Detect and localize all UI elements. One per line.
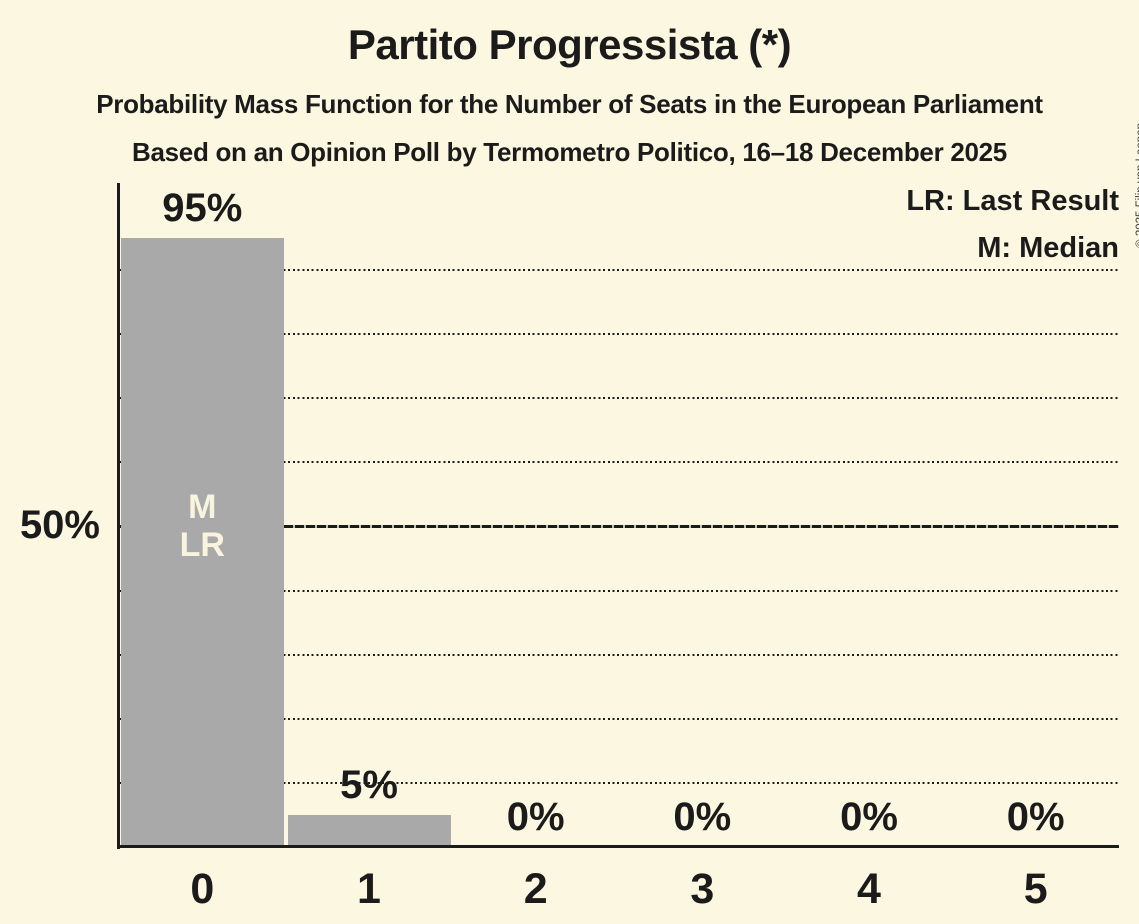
y-axis-line <box>117 183 120 849</box>
median-last-result-marker: M LR <box>119 488 286 564</box>
bar-seats-1 <box>287 814 451 847</box>
value-label-seats-3: 0% <box>673 795 732 839</box>
gridline-dotted-10 <box>119 781 1119 784</box>
gridline-dotted-30 <box>119 653 1119 656</box>
legend-item-last-result: LR: Last Result <box>906 185 1119 217</box>
chart-subtitle-line2: Based on an Opinion Poll by Termometro P… <box>132 137 1007 167</box>
gridline-dotted-20 <box>119 717 1119 720</box>
y-axis-label-50: 50% <box>19 503 100 547</box>
value-label-seats-2: 0% <box>506 795 565 839</box>
x-tick-label-5: 5 <box>1023 865 1048 913</box>
x-tick-label-2: 2 <box>523 865 548 913</box>
value-label-seats-0: 95% <box>162 186 243 231</box>
chart-legend: LR: Last Result M: Median <box>906 178 1119 272</box>
gridline-dotted-80 <box>119 333 1119 336</box>
gridline-solid-50 <box>119 525 1119 528</box>
copyright-notice: © 2025 Filip van Laenen <box>1135 123 1139 248</box>
plot-area: 95% 5% 0% 0% 0% 0% M LR <box>117 183 1119 849</box>
gridline-dotted-90 <box>119 269 1119 272</box>
x-axis-line <box>117 845 1119 848</box>
marker-label-lr: LR <box>179 526 225 564</box>
gridline-dotted-60 <box>119 461 1119 464</box>
gridline-dotted-70 <box>119 397 1119 400</box>
chart-title: Partito Progressista (*) <box>347 21 792 68</box>
value-label-seats-4: 0% <box>840 795 898 839</box>
x-tick-label-1: 1 <box>357 865 381 913</box>
x-tick-label-4: 4 <box>857 865 881 913</box>
value-label-seats-1: 5% <box>340 762 398 807</box>
x-tick-label-3: 3 <box>690 865 715 913</box>
marker-label-m: M <box>188 488 217 526</box>
x-tick-label-0: 0 <box>190 865 215 913</box>
chart-subtitle-line1: Probability Mass Function for the Number… <box>96 89 1043 119</box>
value-label-seats-5: 0% <box>1006 795 1065 839</box>
gridline-dotted-40 <box>119 589 1119 592</box>
bar-seats-0 <box>120 238 284 847</box>
legend-item-median: M: Median <box>977 232 1119 264</box>
